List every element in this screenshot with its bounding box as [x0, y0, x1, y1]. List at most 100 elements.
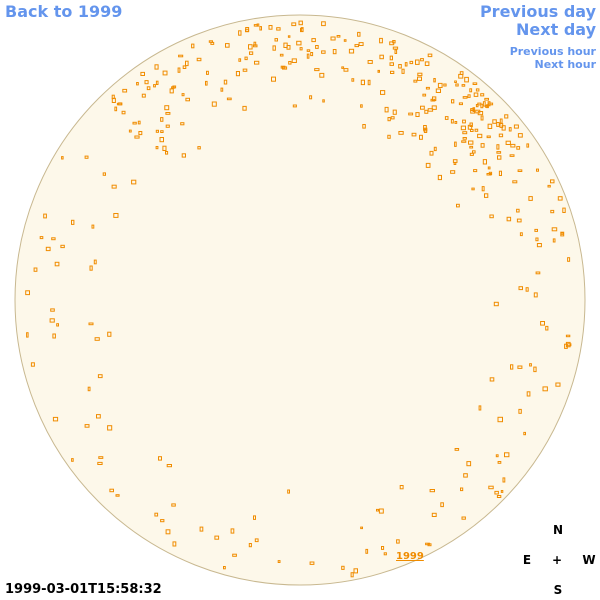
feature-contour: [498, 133, 504, 138]
feature-contour: [475, 104, 479, 108]
feature-contour: [398, 64, 402, 69]
feature-contour: [268, 25, 273, 30]
feature-contour: [493, 301, 499, 307]
feature-contour: [516, 146, 521, 150]
feature-contour: [390, 70, 395, 75]
feature-contour: [321, 50, 326, 54]
feature-contour: [480, 143, 485, 148]
feature-contour: [509, 154, 515, 157]
back-link[interactable]: Back to 1999: [5, 2, 123, 21]
feature-contour: [497, 461, 502, 464]
feature-contour: [141, 93, 146, 98]
feature-contour: [517, 169, 523, 172]
next-day-link[interactable]: Next day: [516, 20, 596, 39]
feature-contour: [389, 55, 394, 61]
feature-contour: [392, 46, 399, 50]
feature-contour: [309, 95, 313, 100]
feature-contour: [226, 97, 232, 101]
feature-contour: [463, 473, 468, 478]
feature-contour: [496, 144, 500, 150]
feature-contour: [248, 44, 253, 50]
feature-contour: [510, 143, 516, 148]
feature-contour: [160, 130, 164, 133]
feature-contour: [545, 325, 549, 331]
feature-contour: [401, 68, 405, 74]
feature-contour: [473, 169, 478, 173]
features: [25, 20, 572, 578]
feature-contour: [496, 495, 502, 498]
feature-contour: [460, 125, 466, 131]
feature-contour: [437, 82, 443, 89]
feature-contour: [93, 259, 97, 265]
feature-contour: [322, 99, 325, 103]
compass-center: +: [551, 553, 563, 567]
compass-east: E: [522, 553, 532, 567]
feature-contour: [343, 68, 349, 72]
feature-contour: [360, 79, 365, 86]
feature-contour: [353, 568, 358, 574]
feature-contour: [87, 386, 91, 392]
feature-contour: [408, 112, 414, 116]
feature-contour: [565, 334, 571, 338]
feature-contour: [205, 80, 208, 86]
feature-contour: [450, 119, 454, 124]
feature-contour: [172, 85, 177, 89]
feature-contour: [181, 93, 185, 97]
feature-contour: [169, 88, 174, 94]
feature-contour: [154, 64, 159, 70]
feature-contour: [155, 80, 159, 85]
feature-contour: [113, 213, 119, 218]
feature-contour: [56, 323, 60, 327]
feature-contour: [461, 84, 466, 87]
feature-contour: [454, 80, 457, 83]
previous-day-link[interactable]: Previous day: [479, 2, 596, 21]
feature-contour: [381, 546, 385, 550]
feature-contour: [504, 452, 510, 458]
feature-contour: [444, 116, 449, 120]
feature-contour: [486, 135, 491, 139]
feature-contour: [238, 58, 242, 62]
feature-contour: [516, 208, 520, 213]
feature-contour: [495, 454, 499, 458]
feature-contour: [84, 155, 89, 159]
feature-contour: [517, 133, 523, 138]
feature-contour: [499, 118, 503, 124]
feature-contour: [413, 79, 418, 83]
feature-contour: [191, 43, 195, 49]
disk-year-link[interactable]: 1999: [396, 551, 424, 562]
feature-contour: [185, 97, 190, 102]
feature-contour: [467, 94, 471, 98]
feature-contour: [343, 39, 347, 42]
next-hour-link[interactable]: Next hour: [534, 58, 597, 71]
feature-contour: [291, 22, 297, 27]
feature-contour: [54, 261, 60, 267]
feature-contour: [484, 193, 489, 198]
previous-hour-link[interactable]: Previous hour: [509, 45, 596, 58]
feature-contour: [122, 88, 128, 93]
feature-contour: [455, 83, 459, 87]
feature-contour: [306, 53, 310, 59]
feature-contour: [484, 97, 489, 101]
feature-contour: [155, 129, 160, 133]
feature-contour: [567, 257, 571, 262]
feature-contour: [464, 76, 469, 83]
feature-contour: [480, 93, 485, 97]
feature-contour: [136, 82, 139, 86]
feature-contour: [249, 51, 254, 55]
feature-contour: [291, 58, 297, 64]
feature-contour: [155, 146, 159, 150]
feature-contour: [276, 27, 281, 31]
feature-contour: [550, 179, 555, 184]
feature-contour: [415, 59, 420, 65]
feature-contour: [238, 30, 242, 36]
feature-contour: [199, 526, 204, 532]
feature-contour: [52, 333, 56, 339]
feature-contour: [296, 40, 302, 46]
feature-contour: [153, 84, 156, 88]
feature-contour: [496, 151, 502, 154]
feature-contour: [253, 41, 257, 46]
feature-contour: [482, 101, 486, 107]
feature-contour: [137, 120, 141, 125]
feature-contour: [43, 213, 47, 219]
feature-contour: [341, 66, 345, 69]
